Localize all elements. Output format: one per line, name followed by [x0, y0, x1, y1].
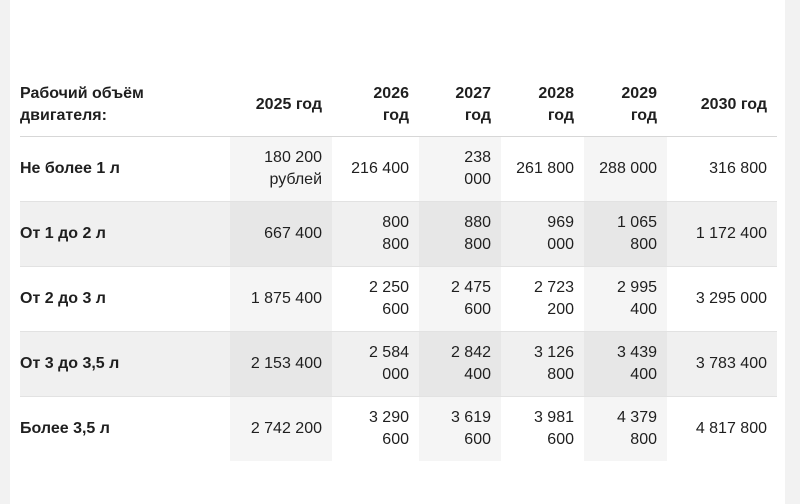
cell-text: Не более 1 л: [20, 159, 120, 177]
header-text: 2029 год: [621, 84, 657, 124]
cell-text: 3 290 600: [368, 408, 409, 448]
table-cell: 4 379 800: [584, 395, 667, 461]
table-cell: 667 400: [230, 200, 332, 266]
header-text: 2026 год: [373, 84, 409, 124]
table-cell: 2 584 000: [332, 330, 419, 396]
table-cell: 238 000: [419, 136, 501, 201]
table-cell: 880 800: [419, 200, 501, 266]
table-cell: 3 439 400: [584, 330, 667, 396]
cell-text: 3 126 800: [533, 343, 574, 383]
table-cell: 2 153 400: [230, 330, 332, 396]
cell-text: 261 800: [516, 159, 574, 177]
cell-text: 667 400: [264, 224, 322, 242]
cell-text: 3 439 400: [616, 343, 657, 383]
cell-text: 880 800: [464, 213, 491, 253]
header-text: 2030 год: [700, 95, 767, 113]
table-cell: 3 290 600: [332, 395, 419, 461]
cell-text: 3 783 400: [695, 354, 767, 372]
table-cell: 2 995 400: [584, 265, 667, 331]
cell-text: 3 619 600: [450, 408, 491, 448]
table-row: Более 3,5 л 2 742 200 3 290 600 3 619 60…: [20, 395, 777, 461]
table-cell: 2 742 200: [230, 395, 332, 461]
header-2025: 2025 год: [230, 74, 332, 137]
row-label: От 3 до 3,5 л: [20, 330, 230, 396]
table-cell: 3 295 000: [667, 265, 777, 331]
recycling-fee-table: Рабочий объём двигателя: 2025 год 2026 г…: [20, 74, 777, 461]
cell-text: 2 995 400: [616, 278, 657, 318]
header-text: 2025 год: [255, 95, 322, 113]
cell-text: От 2 до 3 л: [20, 289, 106, 307]
row-label: Не более 1 л: [20, 136, 230, 201]
table-cell: 2 842 400: [419, 330, 501, 396]
cell-text: 4 817 800: [695, 419, 767, 437]
table-cell: 3 981 600: [501, 395, 584, 461]
cell-text: 4 379 800: [616, 408, 657, 448]
cell-text: Более 3,5 л: [20, 419, 110, 437]
table-row: Не более 1 л 180 200 рублей 216 400 238 …: [20, 136, 777, 201]
header-engine-volume: Рабочий объём двигателя:: [20, 74, 230, 137]
cell-text: 2 153 400: [250, 354, 322, 372]
table-cell: 216 400: [332, 136, 419, 201]
cell-text: 2 842 400: [450, 343, 491, 383]
table-cell: 1 172 400: [667, 200, 777, 266]
table-cell: 180 200 рублей: [230, 136, 332, 201]
cell-text: 316 800: [709, 159, 767, 177]
row-label: От 1 до 2 л: [20, 200, 230, 266]
cell-text: 3 981 600: [533, 408, 574, 448]
table-row: От 2 до 3 л 1 875 400 2 250 600 2 475 60…: [20, 265, 777, 331]
table-cell: 1 875 400: [230, 265, 332, 331]
table-cell: 2 475 600: [419, 265, 501, 331]
header-2029: 2029 год: [584, 74, 667, 137]
cell-text: 2 250 600: [368, 278, 409, 318]
table-cell: 3 783 400: [667, 330, 777, 396]
table-cell: 969 000: [501, 200, 584, 266]
table-cell: 1 065 800: [584, 200, 667, 266]
header-text: Рабочий объём двигателя:: [20, 84, 144, 124]
table-row: От 3 до 3,5 л 2 153 400 2 584 000 2 842 …: [20, 330, 777, 396]
table-cell: 261 800: [501, 136, 584, 201]
table-header-row: Рабочий объём двигателя: 2025 год 2026 г…: [20, 74, 777, 137]
cell-text: 1 875 400: [250, 289, 322, 307]
cell-text: 969 000: [547, 213, 574, 253]
header-2030: 2030 год: [667, 74, 777, 137]
cell-text: 216 400: [351, 159, 409, 177]
row-label: От 2 до 3 л: [20, 265, 230, 331]
cell-text: 800 800: [382, 213, 409, 253]
row-label: Более 3,5 л: [20, 395, 230, 461]
header-2026: 2026 год: [332, 74, 419, 137]
cell-text: От 3 до 3,5 л: [20, 354, 120, 372]
cell-text: 2 742 200: [250, 419, 322, 437]
cell-text: 1 065 800: [616, 213, 657, 253]
cell-text: 288 000: [599, 159, 657, 177]
cell-text: 2 475 600: [450, 278, 491, 318]
cell-text: 1 172 400: [695, 224, 767, 242]
header-text: 2028 год: [538, 84, 574, 124]
table-cell: 3 619 600: [419, 395, 501, 461]
cell-text: 2 584 000: [368, 343, 409, 383]
table-cell: 316 800: [667, 136, 777, 201]
header-text: 2027 год: [455, 84, 491, 124]
table-cell: 288 000: [584, 136, 667, 201]
table-cell: 3 126 800: [501, 330, 584, 396]
table-cell: 2 723 200: [501, 265, 584, 331]
table-row: От 1 до 2 л 667 400 800 800 880 800 969 …: [20, 200, 777, 266]
cell-text: 180 200 рублей: [264, 148, 322, 188]
table-cell: 4 817 800: [667, 395, 777, 461]
table-cell: 2 250 600: [332, 265, 419, 331]
cell-text: 2 723 200: [533, 278, 574, 318]
header-2027: 2027 год: [419, 74, 501, 137]
cell-text: От 1 до 2 л: [20, 224, 106, 242]
cell-text: 238 000: [464, 148, 491, 188]
cell-text: 3 295 000: [695, 289, 767, 307]
table-cell: 800 800: [332, 200, 419, 266]
header-2028: 2028 год: [501, 74, 584, 137]
